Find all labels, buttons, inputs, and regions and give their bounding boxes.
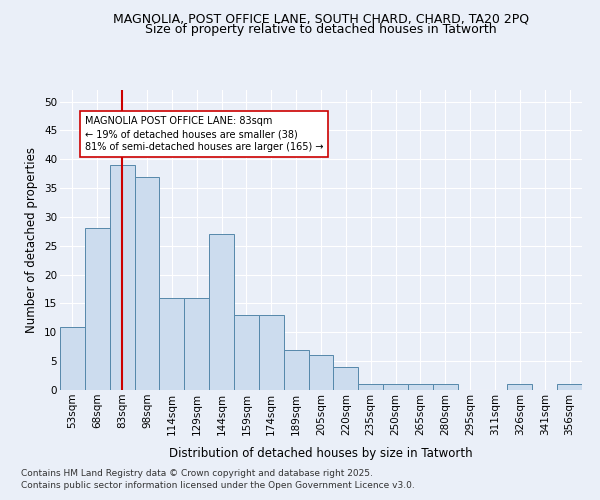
- Bar: [184, 298, 209, 390]
- Bar: [408, 384, 433, 390]
- Bar: [383, 384, 408, 390]
- Bar: [433, 384, 458, 390]
- Text: Contains public sector information licensed under the Open Government Licence v3: Contains public sector information licen…: [21, 481, 415, 490]
- Bar: [209, 234, 234, 390]
- Bar: [334, 367, 358, 390]
- Bar: [284, 350, 308, 390]
- Text: MAGNOLIA POST OFFICE LANE: 83sqm
← 19% of detached houses are smaller (38)
81% o: MAGNOLIA POST OFFICE LANE: 83sqm ← 19% o…: [85, 116, 323, 152]
- Bar: [234, 315, 259, 390]
- Bar: [259, 315, 284, 390]
- Bar: [308, 356, 334, 390]
- Bar: [85, 228, 110, 390]
- Text: Contains HM Land Registry data © Crown copyright and database right 2025.: Contains HM Land Registry data © Crown c…: [21, 468, 373, 477]
- Bar: [508, 384, 532, 390]
- Text: Distribution of detached houses by size in Tatworth: Distribution of detached houses by size …: [169, 448, 473, 460]
- Text: Size of property relative to detached houses in Tatworth: Size of property relative to detached ho…: [145, 22, 497, 36]
- Text: MAGNOLIA, POST OFFICE LANE, SOUTH CHARD, CHARD, TA20 2PQ: MAGNOLIA, POST OFFICE LANE, SOUTH CHARD,…: [113, 12, 529, 26]
- Bar: [358, 384, 383, 390]
- Bar: [110, 165, 134, 390]
- Bar: [134, 176, 160, 390]
- Bar: [160, 298, 184, 390]
- Y-axis label: Number of detached properties: Number of detached properties: [25, 147, 38, 333]
- Bar: [60, 326, 85, 390]
- Bar: [557, 384, 582, 390]
